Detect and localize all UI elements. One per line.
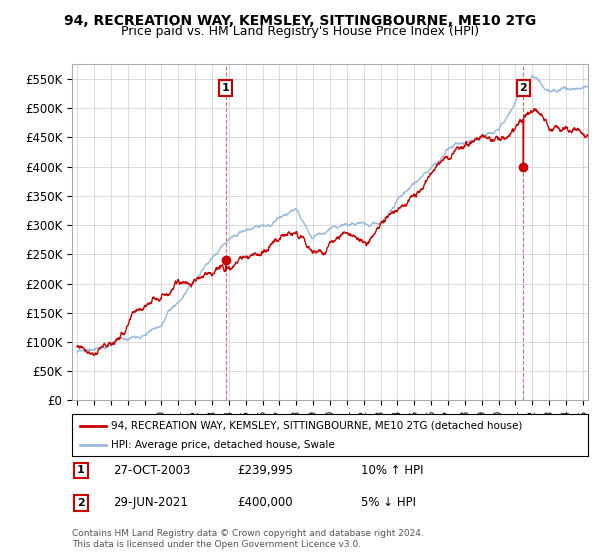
Text: Contains HM Land Registry data © Crown copyright and database right 2024.
This d: Contains HM Land Registry data © Crown c…: [72, 529, 424, 549]
Text: 2: 2: [520, 83, 527, 93]
Text: Price paid vs. HM Land Registry's House Price Index (HPI): Price paid vs. HM Land Registry's House …: [121, 25, 479, 38]
Text: 5% ↓ HPI: 5% ↓ HPI: [361, 496, 416, 510]
Text: £400,000: £400,000: [237, 496, 293, 510]
Text: 1: 1: [222, 83, 230, 93]
Text: 29-JUN-2021: 29-JUN-2021: [113, 496, 188, 510]
Text: 27-OCT-2003: 27-OCT-2003: [113, 464, 191, 477]
Text: 2: 2: [77, 498, 85, 508]
Text: £239,995: £239,995: [237, 464, 293, 477]
Text: 94, RECREATION WAY, KEMSLEY, SITTINGBOURNE, ME10 2TG: 94, RECREATION WAY, KEMSLEY, SITTINGBOUR…: [64, 14, 536, 28]
Text: 1: 1: [77, 465, 85, 475]
Text: 94, RECREATION WAY, KEMSLEY, SITTINGBOURNE, ME10 2TG (detached house): 94, RECREATION WAY, KEMSLEY, SITTINGBOUR…: [110, 421, 522, 431]
Text: HPI: Average price, detached house, Swale: HPI: Average price, detached house, Swal…: [110, 440, 334, 450]
Text: 10% ↑ HPI: 10% ↑ HPI: [361, 464, 424, 477]
